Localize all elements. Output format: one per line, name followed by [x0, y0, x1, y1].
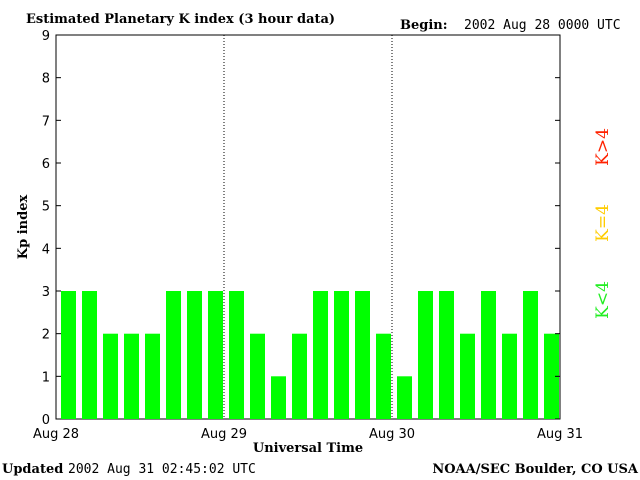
x-tick-label: Aug 28 — [33, 427, 79, 442]
kp-bar — [334, 291, 349, 419]
kp-bar — [187, 291, 202, 419]
kp-bar — [460, 333, 475, 419]
y-tick-label: 4 — [42, 242, 50, 257]
y-tick-label: 5 — [42, 200, 50, 215]
y-tick-label: 3 — [42, 285, 50, 300]
y-axis-ticks: 0 1 2 3 4 5 6 7 8 9 — [42, 29, 560, 428]
kp-bar — [145, 333, 160, 419]
y-tick-label: 1 — [42, 370, 50, 385]
day-separators — [223, 35, 393, 419]
legend-item-label: K>4 — [593, 128, 613, 166]
kp-bar — [103, 333, 118, 419]
y-tick-label: 6 — [42, 157, 50, 172]
kp-bar — [355, 291, 370, 419]
legend-item-label: K<4 — [593, 281, 613, 319]
kp-bar — [502, 333, 517, 419]
begin-value: 2002 Aug 28 0000 UTC — [464, 18, 621, 33]
footer-credit: NOAA/SEC Boulder, CO USA — [432, 462, 639, 477]
kp-bar — [250, 333, 265, 419]
bars-group — [61, 291, 559, 419]
kp-bar — [124, 333, 139, 419]
y-tick-label: 2 — [42, 328, 50, 343]
x-axis-ticks: Aug 28 Aug 29 Aug 30 Aug 31 — [33, 427, 583, 442]
updated-value: 2002 Aug 31 02:45:02 UTC — [68, 462, 256, 477]
kp-bar — [208, 291, 223, 419]
x-tick-label: Aug 30 — [369, 427, 415, 442]
legend-item-label: K=4 — [593, 204, 613, 242]
y-axis-label: Kp index — [16, 195, 31, 260]
kp-bar — [292, 333, 307, 419]
kp-bar — [376, 333, 391, 419]
begin-label: Begin: — [400, 18, 448, 33]
y-tick-label: 0 — [42, 413, 50, 428]
x-tick-label: Aug 29 — [201, 427, 247, 442]
y-tick-label: 8 — [42, 72, 50, 87]
kp-bar — [271, 376, 286, 419]
plot-frame — [55, 34, 561, 420]
kp-bar — [229, 291, 244, 419]
kp-bar — [481, 291, 496, 419]
kp-bar — [82, 291, 97, 419]
y-tick-label: 7 — [42, 114, 50, 129]
kp-bar — [439, 291, 454, 419]
updated-label: Updated — [2, 462, 63, 477]
kp-bar — [61, 291, 76, 419]
kp-bar — [313, 291, 328, 419]
kp-bar — [166, 291, 181, 419]
x-tick-label: Aug 31 — [537, 427, 583, 442]
kp-bar — [418, 291, 433, 419]
chart-title: Estimated Planetary K index (3 hour data… — [26, 12, 335, 27]
y-tick-label: 9 — [42, 29, 50, 44]
x-axis-label: Universal Time — [253, 441, 363, 456]
kp-legend: K<4 K=4 K>4 — [593, 128, 613, 319]
kp-bar — [523, 291, 538, 419]
kp-bar — [544, 333, 559, 419]
kp-bar — [397, 376, 412, 419]
